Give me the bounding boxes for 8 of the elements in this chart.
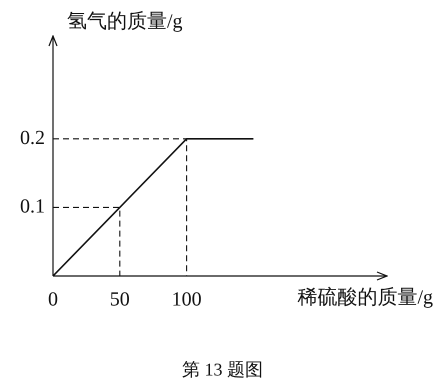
y-tick-label: 0.2 xyxy=(20,127,45,150)
x-tick-label: 0 xyxy=(48,288,58,310)
text: 第 13 题图 xyxy=(182,360,263,380)
y-tick-label: 0.1 xyxy=(20,196,45,218)
x-axis-title: 稀硫酸的质量/g xyxy=(297,286,433,308)
x-tick-label: 50 xyxy=(110,288,130,310)
y-axis-title: 氢气的质量/g xyxy=(67,10,183,32)
x-tick-label: 100 xyxy=(172,288,202,310)
